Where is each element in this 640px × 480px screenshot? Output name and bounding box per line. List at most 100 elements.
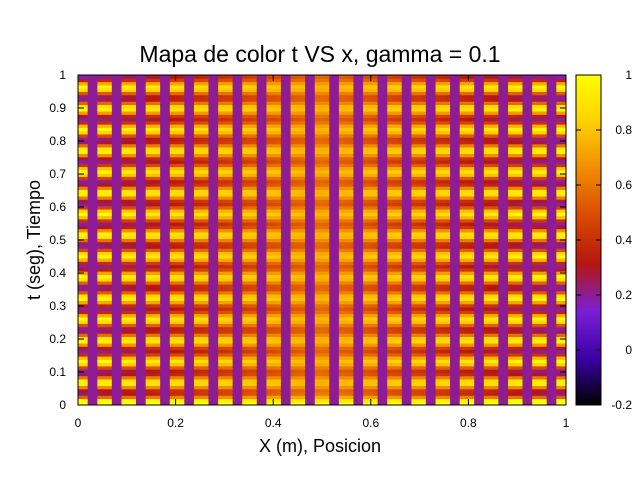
heatmap-cell [280, 342, 287, 347]
heatmap-cell [430, 326, 437, 331]
heatmap-cell [396, 284, 403, 288]
heatmap-cell [290, 271, 297, 275]
heatmap-cell [343, 290, 350, 295]
heatmap-cell [348, 287, 354, 292]
heatmap-cell [198, 398, 205, 403]
heatmap-cell [343, 336, 350, 341]
heatmap-cells [78, 75, 566, 405]
heatmap-cell [121, 359, 127, 364]
heatmap-cell [319, 290, 326, 295]
heatmap-cell [290, 385, 297, 390]
heatmap-cell [295, 251, 301, 256]
heatmap-cell [247, 297, 253, 302]
heatmap-cell [392, 395, 398, 400]
heatmap-cell [459, 290, 466, 295]
heatmap-cell [203, 333, 210, 337]
heatmap-cell [537, 284, 543, 288]
heatmap-cell [517, 342, 524, 347]
heatmap-cell [338, 326, 345, 331]
heatmap-cell [135, 365, 142, 370]
heatmap-cell [140, 316, 147, 321]
heatmap-cell [546, 336, 553, 341]
heatmap-cell [561, 248, 566, 253]
heatmap-cell [145, 388, 152, 393]
heatmap-cell [358, 378, 364, 383]
heatmap-cell [406, 313, 412, 318]
heatmap-cell [440, 251, 446, 256]
heatmap-cell [184, 326, 190, 331]
heatmap-cell [78, 310, 84, 315]
heatmap-cell [82, 277, 89, 282]
heatmap-cell [319, 372, 326, 377]
heatmap-cell [348, 326, 354, 331]
heatmap-cell [102, 293, 108, 298]
heatmap-cell [314, 264, 321, 269]
heatmap-cell [280, 365, 287, 370]
heatmap-cell [517, 244, 524, 249]
heatmap-cell [469, 355, 475, 360]
heatmap-cell [469, 398, 475, 403]
heatmap-cell [551, 329, 557, 334]
heatmap-cell [464, 369, 470, 373]
heatmap-cell [184, 274, 190, 279]
heatmap-cell [106, 391, 113, 396]
heatmap-cell [179, 355, 185, 360]
heatmap-cell [266, 372, 272, 377]
heatmap-cell [488, 271, 495, 275]
heatmap-cell [469, 333, 475, 337]
heatmap-cell [503, 329, 509, 334]
heatmap-cell [425, 375, 432, 380]
heatmap-cell [483, 329, 490, 334]
heatmap-cell [261, 244, 268, 249]
heatmap-cell [222, 316, 229, 321]
heatmap-cell [82, 280, 89, 285]
heatmap-cell [261, 313, 268, 318]
heatmap-cell [459, 375, 466, 380]
heatmap-cell [155, 320, 161, 324]
heatmap-cell [459, 342, 466, 347]
heatmap-cell [160, 271, 166, 275]
heatmap-cell [218, 313, 224, 318]
heatmap-cell [532, 257, 538, 262]
heatmap-cell [440, 382, 446, 386]
heatmap-cell [227, 365, 234, 370]
heatmap-cell [450, 333, 456, 337]
heatmap-cell [556, 306, 562, 311]
heatmap-cell [396, 346, 403, 351]
heatmap-cell [155, 326, 161, 331]
heatmap-cell [450, 359, 456, 364]
heatmap-cell [155, 254, 161, 259]
heatmap-cell [164, 271, 171, 275]
heatmap-cell [116, 277, 123, 282]
heatmap-cell [222, 382, 229, 386]
heatmap-cell [285, 388, 292, 393]
heatmap-cell [305, 372, 311, 377]
heatmap-cell [546, 323, 553, 328]
heatmap-cell [440, 293, 446, 298]
heatmap-cell [155, 290, 161, 295]
heatmap-cell [387, 346, 393, 351]
heatmap-cell [184, 401, 190, 405]
heatmap-cell [213, 352, 219, 357]
heatmap-cell [435, 375, 441, 380]
heatmap-cell [111, 264, 118, 269]
heatmap-cell [329, 320, 335, 324]
heatmap-cell [261, 280, 268, 285]
heatmap-cell [479, 339, 485, 344]
heatmap-cell [512, 375, 519, 380]
heatmap-cell [343, 316, 350, 321]
heatmap-cell [213, 323, 219, 328]
heatmap-cell [387, 362, 393, 367]
heatmap-cell [348, 349, 354, 354]
heatmap-cell [396, 271, 403, 275]
heatmap-cell [227, 388, 234, 393]
heatmap-cell [401, 244, 408, 249]
heatmap-cell [392, 310, 398, 315]
heatmap-cell [450, 251, 456, 256]
heatmap-cell [150, 271, 156, 275]
heatmap-cell [324, 248, 330, 253]
heatmap-cell [82, 352, 89, 357]
heatmap-cell [498, 297, 504, 302]
heatmap-cell [256, 306, 263, 311]
heatmap-cell [541, 336, 548, 341]
